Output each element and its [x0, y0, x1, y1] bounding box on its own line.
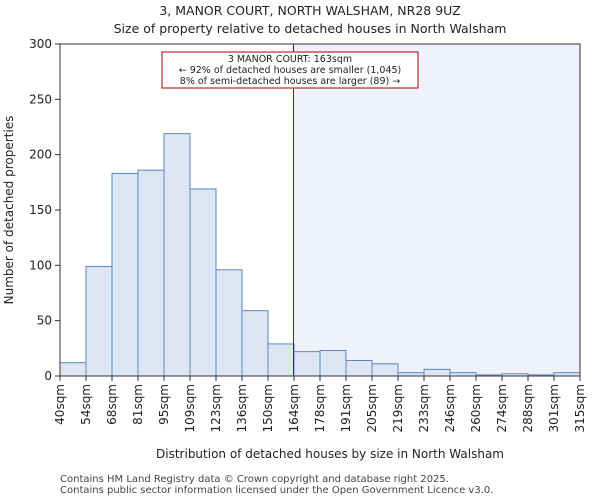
x-tick-label-246sqm: 246sqm	[443, 384, 457, 432]
chart-title: 3, MANOR COURT, NORTH WALSHAM, NR28 9UZ	[159, 3, 460, 18]
chart-subtitle: Size of property relative to detached ho…	[114, 21, 507, 36]
x-tick-label-178sqm: 178sqm	[313, 384, 327, 432]
bar-95sqm	[163, 133, 191, 377]
x-tick-label-219sqm: 219sqm	[391, 384, 405, 432]
y-tick-label-250: 250	[29, 92, 52, 106]
y-tick-label-150: 150	[29, 203, 52, 217]
footer-copyright: Contains HM Land Registry data © Crown c…	[60, 474, 449, 485]
bar-123sqm	[215, 269, 243, 377]
footer-licence: Contains public sector information licen…	[60, 485, 494, 496]
bar-136sqm	[241, 310, 269, 377]
bar-81sqm	[137, 169, 165, 377]
x-tick-label-123sqm: 123sqm	[209, 384, 223, 432]
x-tick-label-233sqm: 233sqm	[417, 384, 431, 432]
x-tick-label-54sqm: 54sqm	[79, 384, 93, 425]
x-tick-label-81sqm: 81sqm	[131, 384, 145, 425]
x-tick-label-40sqm: 40sqm	[53, 384, 67, 425]
bar-191sqm	[345, 360, 373, 377]
x-tick-label-109sqm: 109sqm	[183, 384, 197, 432]
bar-150sqm	[267, 343, 295, 377]
bar-233sqm	[423, 368, 451, 377]
y-tick-label-200: 200	[29, 148, 52, 162]
bars-group	[59, 133, 581, 377]
annotation-line-2: ← 92% of detached houses are smaller (1,…	[179, 65, 402, 76]
y-axis-ticks: 0 50 100 150 200 250 300	[29, 37, 60, 383]
annotation-line-3: 8% of semi-detached houses are larger (8…	[180, 76, 400, 87]
x-tick-label-191sqm: 191sqm	[339, 384, 353, 432]
x-tick-label-274sqm: 274sqm	[495, 384, 509, 432]
y-axis-label: Number of detached properties	[2, 116, 16, 305]
y-tick-label-0: 0	[44, 369, 52, 383]
plot-frame	[59, 43, 581, 377]
x-axis-label: Distribution of detached houses by size …	[156, 447, 504, 461]
bar-178sqm	[319, 350, 347, 377]
x-tick-label-205sqm: 205sqm	[365, 384, 379, 432]
bar-68sqm	[111, 172, 139, 377]
bar-109sqm	[189, 188, 217, 377]
y-tick-label-50: 50	[37, 314, 52, 328]
annotation-line-1: 3 MANOR COURT: 163sqm	[228, 54, 352, 65]
x-tick-label-260sqm: 260sqm	[469, 384, 483, 432]
x-tick-label-301sqm: 301sqm	[547, 384, 561, 432]
bar-54sqm	[85, 265, 113, 377]
bar-40sqm	[59, 362, 87, 377]
x-tick-label-95sqm: 95sqm	[157, 384, 171, 425]
x-tick-label-150sqm: 150sqm	[261, 384, 275, 432]
bar-205sqm	[371, 363, 399, 377]
x-tick-label-164sqm: 164sqm	[287, 384, 301, 432]
bar-164sqm	[293, 351, 321, 377]
x-tick-label-315sqm: 315sqm	[573, 384, 587, 432]
y-tick-label-100: 100	[29, 258, 52, 272]
x-axis-ticks: 40sqm 54sqm 68sqm 81sqm 95sqm 109sqm 123sqm 136…	[53, 376, 587, 432]
x-tick-label-288sqm: 288sqm	[521, 384, 535, 432]
x-tick-label-68sqm: 68sqm	[105, 384, 119, 425]
annotation-box	[161, 51, 419, 89]
larger-region-highlight	[293, 44, 580, 376]
x-tick-label-136sqm: 136sqm	[235, 384, 249, 432]
y-tick-label-300: 300	[29, 37, 52, 51]
